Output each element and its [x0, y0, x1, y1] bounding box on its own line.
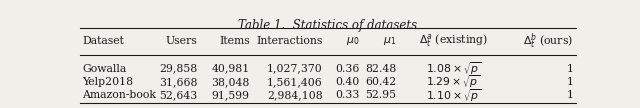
Text: 0.33: 0.33: [335, 90, 360, 100]
Text: $1.08 \times \sqrt{p}$: $1.08 \times \sqrt{p}$: [426, 60, 481, 77]
Text: Yelp2018: Yelp2018: [83, 77, 134, 87]
Text: 38,048: 38,048: [211, 77, 250, 87]
Text: $\Delta_t^b$ (ours): $\Delta_t^b$ (ours): [524, 31, 573, 51]
Text: $1.10 \times \sqrt{p}$: $1.10 \times \sqrt{p}$: [426, 87, 481, 104]
Text: 82.48: 82.48: [365, 64, 396, 74]
Text: Table 1.  Statistics of datasets: Table 1. Statistics of datasets: [239, 19, 417, 32]
Text: Interactions: Interactions: [257, 36, 323, 46]
Text: Users: Users: [166, 36, 198, 46]
Text: Amazon-book: Amazon-book: [83, 90, 157, 100]
Text: Dataset: Dataset: [83, 36, 124, 46]
Text: 1: 1: [566, 90, 573, 100]
Text: $\mu_1$: $\mu_1$: [383, 35, 396, 47]
Text: Gowalla: Gowalla: [83, 64, 127, 74]
Text: 91,599: 91,599: [212, 90, 250, 100]
Text: Items: Items: [219, 36, 250, 46]
Text: 1: 1: [566, 77, 573, 87]
Text: 0.36: 0.36: [335, 64, 360, 74]
Text: 2,984,108: 2,984,108: [267, 90, 323, 100]
Text: 31,668: 31,668: [159, 77, 198, 87]
Text: 1: 1: [566, 64, 573, 74]
Text: 0.40: 0.40: [335, 77, 360, 87]
Text: 1,027,370: 1,027,370: [267, 64, 323, 74]
Text: $1.29 \times \sqrt{p}$: $1.29 \times \sqrt{p}$: [426, 74, 481, 90]
Text: $\Delta_t^a$ (existing): $\Delta_t^a$ (existing): [419, 33, 488, 49]
Text: 52,643: 52,643: [159, 90, 198, 100]
Text: 29,858: 29,858: [159, 64, 198, 74]
Text: $\mu_0$: $\mu_0$: [346, 35, 360, 47]
Text: 40,981: 40,981: [212, 64, 250, 74]
Text: 60.42: 60.42: [365, 77, 396, 87]
Text: 52.95: 52.95: [365, 90, 396, 100]
Text: 1,561,406: 1,561,406: [267, 77, 323, 87]
